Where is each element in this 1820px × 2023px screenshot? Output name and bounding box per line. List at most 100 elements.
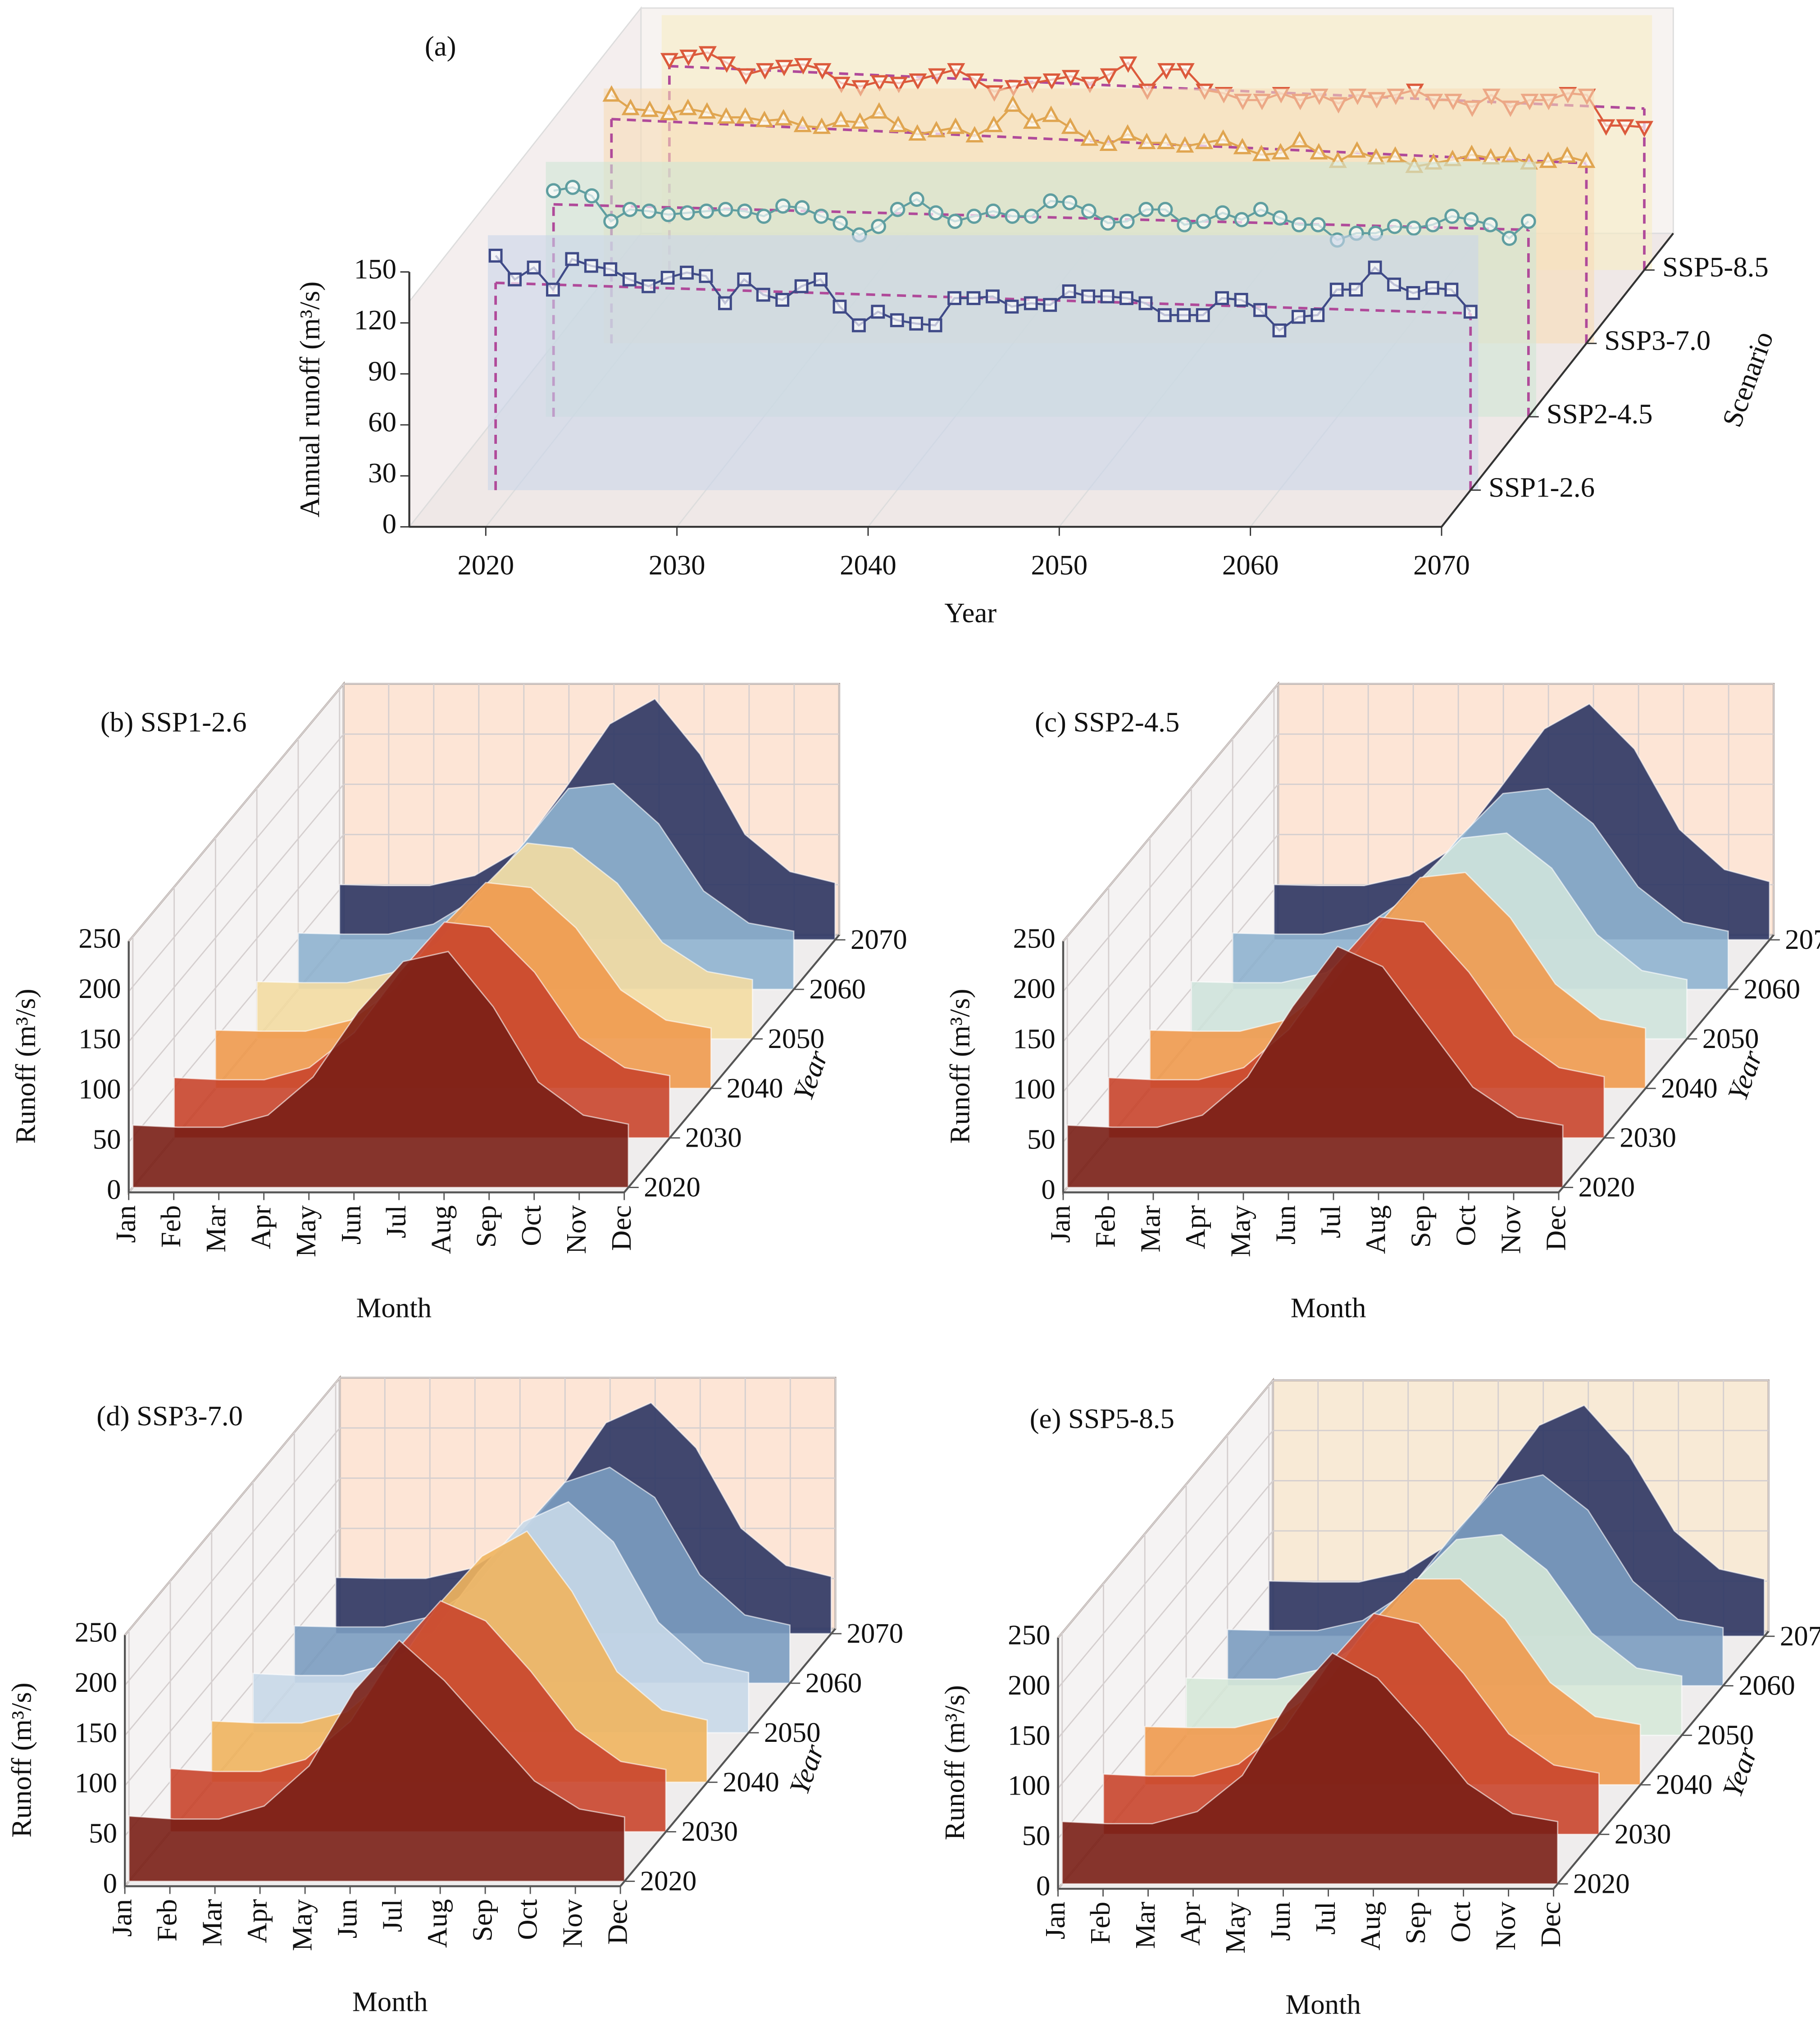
y-tick-label: 2040	[723, 1766, 779, 1798]
marker	[699, 269, 713, 283]
x-tick-label: Apr	[245, 1205, 277, 1249]
y-tick-label: 2040	[727, 1072, 783, 1104]
marker	[947, 291, 961, 305]
x-tick-label: Oct	[515, 1205, 547, 1246]
marker	[1099, 134, 1118, 151]
marker	[908, 124, 927, 141]
x-tick-label: Jun	[335, 1205, 367, 1244]
x-tick-label: Mar	[200, 1205, 232, 1253]
x-tick-label: Sep	[467, 1899, 498, 1941]
y-axis	[623, 934, 840, 1193]
y-axis	[1558, 934, 1774, 1193]
x-tick-label: Oct	[1445, 1901, 1476, 1942]
y-tick-label: 2050	[764, 1717, 821, 1748]
y-tick-label: 2030	[1620, 1122, 1676, 1153]
z-axis-label: Runoff (m³/s)	[6, 1682, 37, 1837]
y-axis-label: Year	[1721, 1046, 1769, 1105]
marker	[1119, 124, 1137, 141]
z-tick-label: 50	[1022, 1820, 1051, 1851]
marker	[1215, 291, 1229, 305]
y-tick-label: 2050	[1697, 1719, 1754, 1751]
marker	[1310, 217, 1326, 232]
marker	[1521, 214, 1536, 229]
panel-title: (d) SSP3-7.0	[96, 1400, 243, 1432]
marker	[814, 272, 828, 287]
marker	[488, 248, 503, 263]
panel-title: (c) SSP2-4.5	[1035, 706, 1179, 738]
scenario-plane	[488, 235, 1479, 490]
marker	[1387, 278, 1401, 292]
x-tick-label: Mar	[1134, 1205, 1166, 1253]
marker	[985, 203, 1001, 219]
x-tick-label: Apr	[241, 1899, 273, 1943]
marker	[794, 200, 810, 215]
marker	[1272, 323, 1287, 337]
x-tick-label: Dec	[605, 1205, 637, 1251]
marker	[622, 202, 638, 217]
y-tick-label: 2020	[640, 1865, 697, 1897]
panel-title: (e) SSP5-8.5	[1030, 1403, 1174, 1434]
marker	[890, 313, 904, 328]
x-tick-label: Dec	[1540, 1205, 1571, 1251]
x-tick-label: Nov	[557, 1899, 588, 1948]
marker	[565, 252, 579, 266]
marker	[1195, 132, 1213, 149]
x-tick-label: Jul	[1310, 1902, 1341, 1935]
z-tick-label: 200	[1013, 973, 1056, 1004]
marker	[1368, 260, 1382, 275]
z-tick-label: SSP5-8.5	[1662, 251, 1769, 283]
marker	[1272, 210, 1288, 226]
y-tick-label: 120	[354, 304, 396, 336]
x-tick-label: Feb	[155, 1205, 187, 1248]
marker	[679, 50, 698, 66]
marker	[1196, 308, 1210, 322]
trend-line	[669, 64, 1645, 110]
marker	[527, 260, 541, 275]
marker	[1329, 282, 1344, 297]
y-tick-label: 2050	[768, 1023, 824, 1054]
marker	[890, 77, 908, 93]
x-tick-label: Jun	[1269, 1205, 1301, 1244]
marker	[833, 300, 847, 314]
marker	[603, 214, 619, 229]
x-tick-label: Oct	[512, 1899, 543, 1940]
marker	[889, 115, 907, 132]
marker	[1406, 286, 1420, 300]
marker	[928, 205, 944, 221]
y-axis-label: Annual runoff (m³/s)	[294, 282, 326, 518]
panel-title: (b) SSP1-2.6	[100, 706, 247, 738]
x-tick-label: Dec	[1535, 1902, 1566, 1947]
marker	[928, 68, 946, 85]
marker	[641, 100, 659, 117]
marker	[1253, 303, 1267, 317]
marker	[737, 203, 752, 219]
x-tick-label: Aug	[422, 1899, 453, 1948]
marker	[870, 75, 889, 92]
marker	[1100, 68, 1118, 85]
x-tick-label: Jul	[380, 1205, 412, 1238]
x-axis-label: Month	[1291, 1292, 1366, 1324]
marker	[1177, 308, 1191, 322]
z-tick-label: 0	[103, 1868, 117, 1899]
series-line	[553, 186, 1529, 241]
marker	[1080, 129, 1099, 146]
z-axis-label: Runoff (m³/s)	[944, 989, 976, 1144]
marker	[756, 287, 770, 302]
x-tick-label: Sep	[470, 1205, 502, 1248]
marker	[622, 272, 637, 287]
marker	[1042, 105, 1060, 122]
x-tick-label: Mar	[196, 1899, 228, 1946]
marker	[1386, 146, 1405, 163]
marker	[813, 209, 829, 224]
marker	[1234, 212, 1250, 228]
marker	[1463, 305, 1478, 319]
y-tick-label: 2060	[805, 1667, 862, 1699]
marker	[909, 316, 924, 331]
marker	[1081, 203, 1097, 219]
x-tick-label: Nov	[1490, 1901, 1521, 1950]
marker	[642, 203, 657, 219]
marker	[1100, 215, 1116, 231]
marker	[1444, 282, 1459, 297]
x-tick-label: Nov	[560, 1205, 592, 1254]
marker	[1501, 146, 1519, 163]
